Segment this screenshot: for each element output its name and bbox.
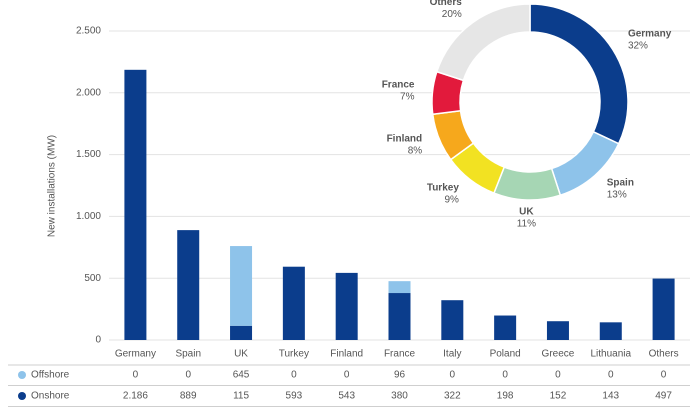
bar-segment <box>282 266 305 340</box>
bar-segment <box>230 325 253 340</box>
donut-value-label: 9% <box>444 194 459 205</box>
legend-marker <box>18 392 26 400</box>
x-tick-label: UK <box>234 349 248 360</box>
y-tick-label: 2.500 <box>76 26 101 37</box>
table-value: 0 <box>661 370 667 381</box>
donut-segment <box>435 3 531 82</box>
table-value: 0 <box>450 370 456 381</box>
x-tick-label: Greece <box>542 349 575 360</box>
table-value: 143 <box>602 391 619 402</box>
x-tick-label: France <box>384 349 416 360</box>
table-value: 889 <box>180 391 197 402</box>
bar-segment <box>388 293 411 340</box>
x-tick-label: Poland <box>490 349 521 360</box>
bar-segment <box>652 278 675 340</box>
table-value: 0 <box>185 370 191 381</box>
donut-label: Spain <box>607 178 634 189</box>
table-value: 0 <box>555 370 561 381</box>
donut-value-label: 8% <box>408 145 423 156</box>
bar-segment <box>494 315 517 340</box>
bar-segment <box>124 69 147 341</box>
x-tick-label: Lithuania <box>590 349 631 360</box>
bar-segment <box>546 321 569 340</box>
y-axis-title: New installations (MW) <box>47 135 58 237</box>
table-value: 0 <box>344 370 350 381</box>
x-tick-label: Turkey <box>279 349 309 360</box>
donut-value-label: 7% <box>400 92 415 103</box>
table-value: 593 <box>286 391 303 402</box>
table-value: 198 <box>497 391 514 402</box>
x-tick-label: Germany <box>115 349 156 360</box>
bar-segment <box>388 281 411 294</box>
table-value: 0 <box>502 370 508 381</box>
y-tick-label: 2.000 <box>76 87 101 98</box>
donut-label: Germany <box>628 28 672 39</box>
bar-segment <box>335 272 358 340</box>
legend-label: Offshore <box>31 370 70 381</box>
table-value: 0 <box>291 370 297 381</box>
donut-label: Turkey <box>427 182 459 193</box>
table-value: 497 <box>655 391 672 402</box>
y-tick-label: 1.000 <box>76 211 101 222</box>
table-value: 0 <box>133 370 139 381</box>
donut-value-label: 13% <box>607 190 627 201</box>
table-value: 115 <box>233 391 249 402</box>
y-tick-label: 1.500 <box>76 149 101 160</box>
donut-segment <box>529 3 629 145</box>
x-tick-label: Italy <box>443 349 461 360</box>
table-value: 380 <box>391 391 408 402</box>
bar-segment <box>441 300 464 340</box>
table-value: 0 <box>608 370 614 381</box>
y-tick-label: 500 <box>84 273 101 284</box>
x-tick-label: Spain <box>175 349 201 360</box>
legend-marker <box>18 371 26 379</box>
table-value: 645 <box>233 370 250 381</box>
bar-segment <box>230 246 253 326</box>
donut-value-label: 11% <box>517 219 536 230</box>
donut-segment <box>492 166 562 201</box>
y-tick-label: 0 <box>95 335 101 346</box>
donut-label: France <box>382 80 415 91</box>
donut-label: UK <box>519 207 534 218</box>
bar-segment <box>177 230 200 340</box>
table-value: 322 <box>444 391 461 402</box>
donut-label: Others <box>430 0 463 8</box>
x-tick-label: Others <box>649 349 679 360</box>
legend-label: Onshore <box>31 391 70 402</box>
x-tick-label: Finland <box>330 349 363 360</box>
donut-value-label: 32% <box>628 40 648 51</box>
table-value: 543 <box>338 391 355 402</box>
donut-value-label: 20% <box>442 9 462 20</box>
bar-segment <box>599 322 622 340</box>
table-value: 96 <box>394 370 406 381</box>
donut-label: Finland <box>387 133 423 144</box>
table-value: 2.186 <box>123 391 148 402</box>
table-value: 152 <box>550 391 567 402</box>
